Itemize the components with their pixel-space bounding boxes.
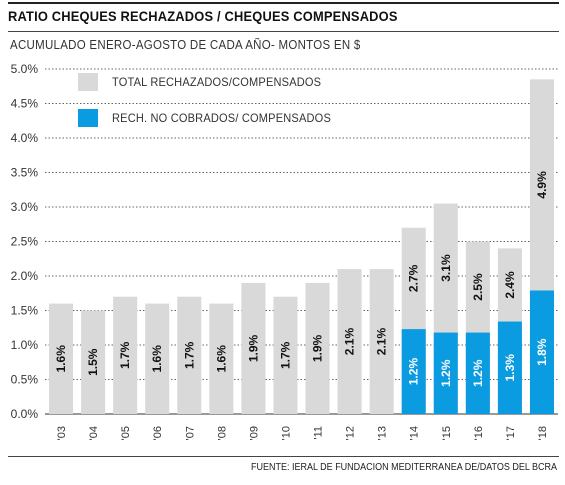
legend-swatch-total	[78, 73, 98, 91]
bar-no-cobrados	[433, 332, 458, 414]
data-label-no-cobrados: 1.3%	[503, 354, 517, 382]
y-tick-label: 1.0%	[11, 338, 39, 352]
y-tick-label: 1.5%	[11, 304, 39, 318]
x-tick-label: '04	[88, 426, 100, 440]
data-label-total: 1.9%	[246, 334, 260, 362]
bar-no-cobrados	[465, 332, 490, 414]
legend-label-no-cobrados: RECH. NO COBRADOS/ COMPENSADOS	[112, 111, 331, 125]
data-label-total: 3.1%	[439, 254, 453, 282]
y-tick-label: 3.0%	[11, 200, 39, 214]
bar-no-cobrados	[497, 321, 522, 414]
bar-total	[305, 282, 330, 414]
x-tick-label: '18	[537, 426, 549, 440]
y-tick-label: 0.5%	[11, 373, 39, 387]
legend-label-total: TOTAL RECHAZADOS/COMPENSADOS	[112, 75, 322, 89]
data-label-total: 2.7%	[407, 264, 421, 292]
x-tick-label: '14	[409, 426, 421, 440]
x-tick-label: '07	[184, 426, 196, 440]
data-label-total: 1.7%	[278, 341, 292, 369]
bar-total	[145, 303, 170, 414]
title-rule	[8, 31, 559, 32]
y-tick-label: 3.5%	[11, 166, 39, 180]
chart-subtitle: ACUMULADO ENERO-AGOSTO DE CADA AÑO- MONT…	[10, 38, 361, 52]
bar-total	[113, 296, 138, 414]
data-label-total: 2.1%	[343, 328, 357, 356]
y-tick-label: 4.0%	[11, 131, 39, 145]
data-label-no-cobrados: 1.2%	[439, 359, 453, 387]
x-tick-label: '12	[345, 426, 357, 440]
data-label-total: 2.5%	[471, 273, 485, 301]
x-tick-label: '10	[280, 426, 292, 440]
bar-total	[369, 269, 394, 414]
y-tick-label: 5.0%	[11, 62, 39, 76]
x-tick-label: '03	[56, 426, 68, 440]
bar-total	[177, 296, 202, 414]
data-label-total: 1.7%	[182, 341, 196, 369]
top-rule	[8, 2, 559, 4]
y-tick-label: 4.5%	[11, 97, 39, 111]
data-label-no-cobrados: 1.2%	[471, 359, 485, 387]
x-tick-label: '16	[473, 426, 485, 440]
data-label-no-cobrados: 1.8%	[535, 338, 549, 366]
bar-total	[49, 303, 74, 414]
bottom-rule	[8, 456, 559, 457]
x-tick-label: '13	[377, 426, 389, 440]
data-label-total: 1.6%	[214, 345, 228, 373]
data-label-total: 2.4%	[503, 271, 517, 299]
data-label-no-cobrados: 1.2%	[407, 358, 421, 386]
y-tick-label: 2.5%	[11, 235, 39, 249]
legend-swatch-no-cobrados	[78, 109, 98, 127]
data-label-total: 4.9%	[535, 171, 549, 199]
source-note: FUENTE: IERAL DE FUNDACION MEDITERRANEA …	[250, 462, 557, 473]
x-tick-label: '15	[441, 426, 453, 440]
y-tick-label: 2.0%	[11, 269, 39, 283]
x-tick-label: '05	[120, 426, 132, 440]
x-tick-label: '17	[505, 426, 517, 440]
bar-no-cobrados	[401, 329, 426, 414]
bar-total	[81, 310, 106, 414]
data-label-total: 2.1%	[375, 328, 389, 356]
x-tick-label: '08	[216, 426, 228, 440]
bar-no-cobrados	[529, 290, 554, 414]
bar-total	[209, 303, 234, 414]
x-tick-label: '06	[152, 426, 164, 440]
data-label-total: 1.6%	[150, 345, 164, 373]
bar-total	[273, 296, 298, 414]
data-label-total: 1.5%	[86, 348, 100, 376]
x-tick-label: '11	[313, 426, 325, 440]
x-tick-label: '09	[248, 426, 260, 440]
y-tick-label: 0.0%	[11, 407, 39, 421]
chart-title: RATIO CHEQUES RECHAZADOS / CHEQUES COMPE…	[8, 8, 398, 24]
data-label-total: 1.7%	[118, 341, 132, 369]
data-label-total: 1.6%	[54, 345, 68, 373]
data-label-total: 1.9%	[311, 334, 325, 362]
bar-total	[241, 282, 266, 414]
bar-total	[337, 269, 362, 414]
